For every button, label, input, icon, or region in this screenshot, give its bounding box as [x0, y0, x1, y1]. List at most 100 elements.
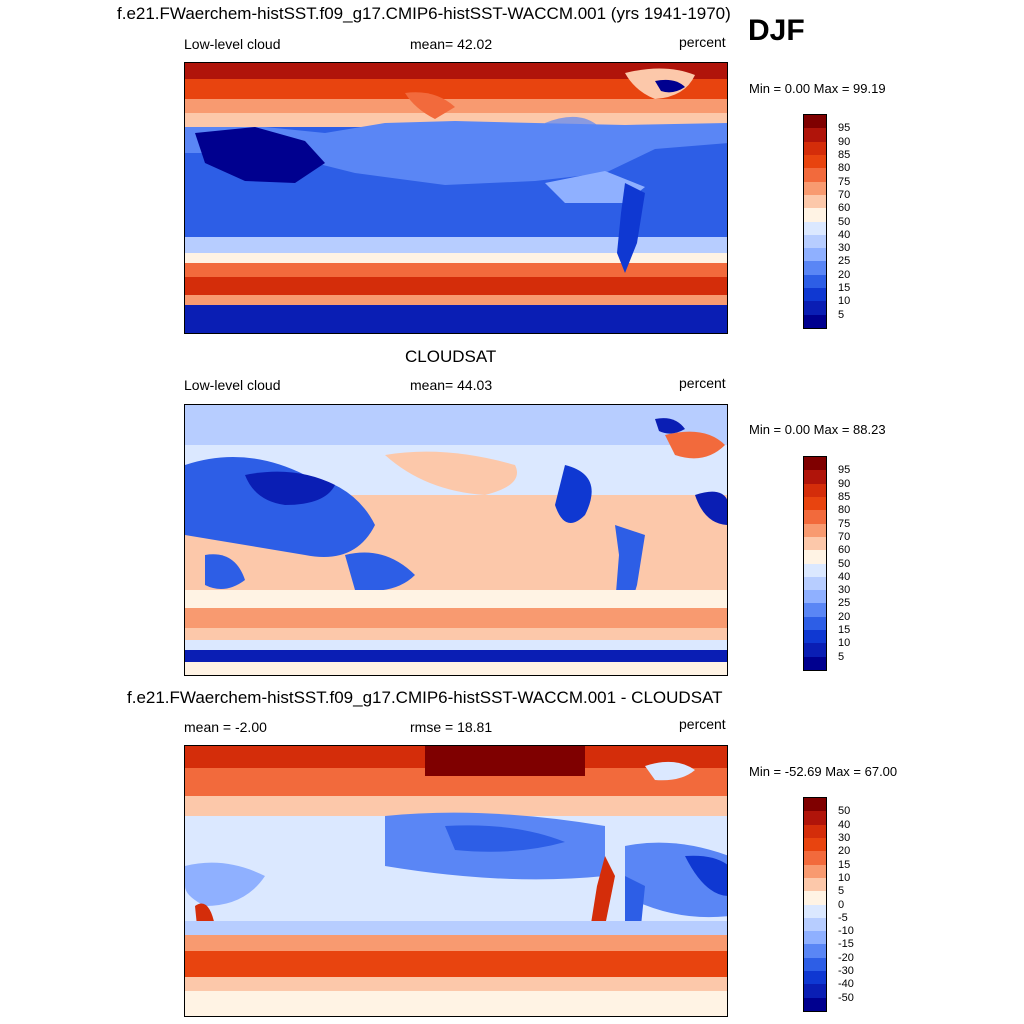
colorbar-tick-label: 50 [838, 805, 851, 818]
colorbar-tick-label: 80 [838, 504, 851, 517]
colorbar-tick-label: 40 [838, 228, 851, 241]
colorbar-swatch [804, 168, 826, 182]
colorbar-swatch [804, 261, 826, 275]
colorbar-swatch [804, 274, 826, 289]
colorbar-tick-label: 70 [838, 188, 851, 201]
colorbar-swatch [804, 208, 826, 222]
colorbar-swatch [804, 248, 826, 262]
colorbar-tick-label: 5 [838, 885, 845, 898]
colorbar-swatch [804, 563, 826, 577]
colorbar-swatch [804, 194, 826, 209]
colorbar-swatch [804, 851, 826, 865]
colorbar-swatch [804, 630, 826, 644]
colorbar-tick-label: 40 [838, 818, 851, 831]
colorbar-tick-label: 75 [838, 517, 851, 530]
colorbar-swatch [804, 141, 826, 155]
colorbar-swatch [804, 603, 826, 617]
colorbar-swatch [804, 837, 826, 852]
colorbar-swatch [804, 971, 826, 985]
panel-2-units-label: percent [679, 375, 726, 391]
colorbar-swatch [804, 944, 826, 958]
colorbar-tick-label: -20 [838, 951, 854, 964]
colorbar-swatch [804, 877, 826, 892]
panel-2-mean-label: mean= 44.03 [410, 377, 493, 393]
colorbar-swatch [804, 470, 826, 484]
colorbar-tick-label: 70 [838, 530, 851, 543]
colorbar-tick-label: 75 [838, 175, 851, 188]
colorbar-swatch [804, 798, 826, 812]
colorbar-swatch [804, 457, 826, 471]
panel-3-map [184, 745, 728, 1017]
panel-3-title: f.e21.FWaerchem-histSST.f09_g17.CMIP6-hi… [127, 688, 723, 707]
colorbar-tick-label: 85 [838, 148, 851, 161]
colorbar-tick-label: 50 [838, 557, 851, 570]
colorbar-tick-label: 85 [838, 490, 851, 503]
colorbar-tick-label: 10 [838, 871, 851, 884]
colorbar-tick-label: -50 [838, 991, 854, 1004]
colorbar-tick-label: -40 [838, 978, 854, 991]
colorbar-swatch [804, 891, 826, 905]
colorbar-tick-label: -10 [838, 925, 854, 938]
colorbar-swatch [804, 616, 826, 631]
colorbar-swatch [804, 314, 826, 328]
colorbar-swatch [804, 154, 826, 169]
colorbar-tick-label: 25 [838, 255, 851, 268]
colorbar-tick-label: 15 [838, 282, 851, 295]
colorbar-swatch [804, 288, 826, 302]
season-label: DJF [748, 14, 805, 47]
colorbar-tick-label: 15 [838, 624, 851, 637]
colorbar-tick-label: -5 [838, 911, 848, 924]
colorbar-swatch [804, 984, 826, 998]
colorbar-swatch [804, 656, 826, 670]
panel-1-units-label: percent [679, 34, 726, 50]
colorbar-swatch [804, 811, 826, 825]
colorbar-swatch [804, 301, 826, 315]
colorbar-tick-label: 25 [838, 597, 851, 610]
colorbar-swatch [804, 931, 826, 945]
colorbar-tick-label: 60 [838, 202, 851, 215]
colorbar-tick-label: 20 [838, 268, 851, 281]
colorbar-tick-label: 30 [838, 242, 851, 255]
colorbar-tick-label: -15 [838, 938, 854, 951]
colorbar-tick-label: 30 [838, 831, 851, 844]
panel-3-units-label: percent [679, 716, 726, 732]
colorbar-swatch [804, 510, 826, 524]
colorbar-swatch [804, 590, 826, 604]
colorbar-swatch [804, 221, 826, 235]
colorbar-tick-label: 10 [838, 295, 851, 308]
colorbar-swatch [804, 824, 826, 838]
colorbar-swatch [804, 181, 826, 195]
colorbar-tick-label: 10 [838, 637, 851, 650]
colorbar-swatch [804, 917, 826, 932]
colorbar-tick-label: 50 [838, 215, 851, 228]
panel-3-mean-label: mean = -2.00 [184, 719, 267, 735]
colorbar-tick-label: 15 [838, 858, 851, 871]
panel-1-minmax: Min = 0.00 Max = 99.19 [749, 81, 886, 96]
colorbar-swatch [804, 904, 826, 918]
colorbar-tick-label: 90 [838, 477, 851, 490]
colorbar-tick-label: 5 [838, 650, 845, 663]
colorbar-tick-label: 30 [838, 584, 851, 597]
colorbar-swatch [804, 536, 826, 551]
colorbar-swatch [804, 957, 826, 972]
panel-1-mean-label: mean= 42.02 [410, 36, 493, 52]
colorbar-swatch [804, 523, 826, 537]
colorbar-tick-label: 20 [838, 610, 851, 623]
colorbar-swatch [804, 997, 826, 1011]
panel-1-map [184, 62, 728, 334]
panel-1-variable-label: Low-level cloud [184, 36, 281, 52]
colorbar-swatch [804, 496, 826, 511]
colorbar-tick-label: 95 [838, 122, 851, 135]
colorbar-swatch [804, 483, 826, 497]
colorbar-tick-label: 5 [838, 308, 845, 321]
colorbar-swatch [804, 643, 826, 657]
colorbar-tick-label: 60 [838, 544, 851, 557]
colorbar-swatch [804, 864, 826, 878]
panel-2-variable-label: Low-level cloud [184, 377, 281, 393]
colorbar-swatch [804, 234, 826, 249]
panel-2-title: CLOUDSAT [405, 347, 497, 366]
colorbar-tick-label: 40 [838, 570, 851, 583]
panel-2-minmax: Min = 0.00 Max = 88.23 [749, 422, 886, 437]
colorbar-tick-label: -30 [838, 965, 854, 978]
colorbar-swatch [804, 115, 826, 129]
